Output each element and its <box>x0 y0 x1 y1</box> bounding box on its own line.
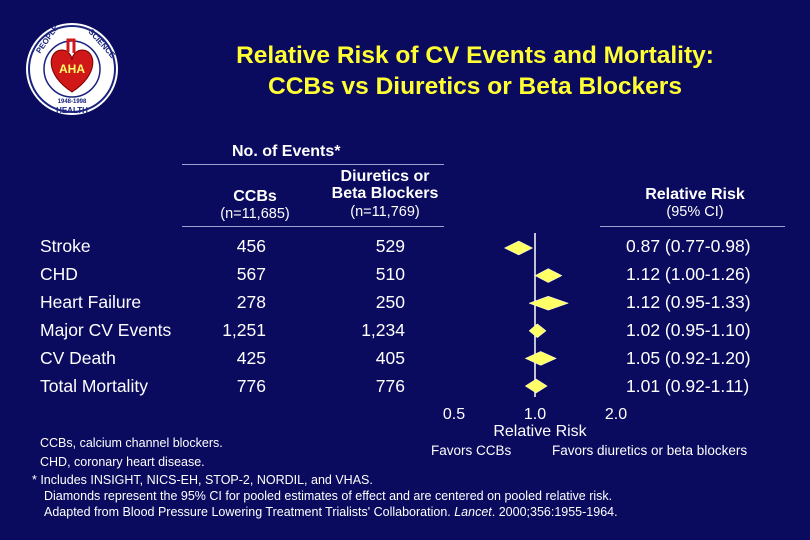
row-label-major-cv: Major CV Events <box>40 320 172 340</box>
rr-text-major-cv: 1.02 (0.95-1.10) <box>626 320 751 340</box>
rr-text-total-mortality: 1.01 (0.92-1.11) <box>626 376 750 396</box>
header-rule-rr <box>600 226 785 227</box>
x-tick-2.0: 2.0 <box>605 406 627 423</box>
col-div-n: (n=11,769) <box>350 204 420 220</box>
footnote-chd: CHD, coronary heart disease. <box>40 455 205 469</box>
logo-years: 1948-1998 <box>58 99 87 105</box>
footnote-source: Adapted from Blood Pressure Lowering Tre… <box>44 505 618 519</box>
footnote-source-pre: Adapted from Blood Pressure Lowering Tre… <box>44 505 455 519</box>
div-events-heart-failure: 250 <box>375 292 405 312</box>
ccb-events-major-cv: 1,251 <box>222 320 266 340</box>
header-rule-ccb-div <box>182 226 444 227</box>
x-tick-1.0: 1.0 <box>524 406 546 423</box>
title-line-1: Relative Risk of CV Events and Mortality… <box>236 42 714 69</box>
header-rule-top <box>182 164 444 165</box>
events-group-header: No. of Events* <box>232 143 341 160</box>
footnote-diamonds: Diamonds represent the 95% CI for pooled… <box>44 489 613 503</box>
diamond-heart-failure <box>528 295 570 311</box>
div-events-stroke: 529 <box>375 236 405 256</box>
row-label-cv-death: CV Death <box>40 348 116 368</box>
diamond-chd <box>534 268 563 283</box>
footnote-ccbs: CCBs, calcium channel blockers. <box>40 436 223 450</box>
div-events-chd: 510 <box>375 264 405 284</box>
col-ccb-n: (n=11,685) <box>220 206 290 222</box>
aha-logo: AHA PEOPLE SCIENCE HEALTH 1948-1998 <box>26 23 118 115</box>
footnote-source-post: . 2000;356:1955-1964. <box>491 505 618 519</box>
rr-text-heart-failure: 1.12 (0.95-1.33) <box>626 292 751 312</box>
x-tick-0.5: 0.5 <box>443 406 465 423</box>
logo-text-health: HEALTH <box>56 106 88 115</box>
title-line-2: CCBs vs Diuretics or Beta Blockers <box>268 73 682 100</box>
col-ccb-name: CCBs <box>233 188 277 205</box>
footnote-source-journal: Lancet <box>454 505 492 519</box>
col-div-name-1: Diuretics or <box>340 168 430 185</box>
div-events-cv-death: 405 <box>375 348 405 368</box>
rr-text-cv-death: 1.05 (0.92-1.20) <box>626 348 751 368</box>
x-axis-label: Relative Risk <box>493 423 587 440</box>
col-rr-name: Relative Risk <box>645 186 745 203</box>
diamond-stroke <box>503 240 534 256</box>
rr-text-stroke: 0.87 (0.77-0.98) <box>626 236 751 256</box>
col-rr-ci: (95% CI) <box>666 204 724 220</box>
footnote-includes: * Includes INSIGHT, NICS-EH, STOP-2, NOR… <box>32 473 373 487</box>
diamond-total-mortality <box>524 378 548 394</box>
ccb-events-total-mortality: 776 <box>236 376 266 396</box>
diamond-cv-death <box>524 351 557 366</box>
row-label-chd: CHD <box>40 264 78 284</box>
ccb-events-chd: 567 <box>236 264 266 284</box>
favors-ccbs-label: Favors CCBs <box>431 443 512 458</box>
rr-text-chd: 1.12 (1.00-1.26) <box>626 264 751 284</box>
row-label-total-mortality: Total Mortality <box>40 376 148 396</box>
div-events-major-cv: 1,234 <box>361 320 405 340</box>
col-div-name-2: Beta Blockers <box>331 185 439 202</box>
slide-title: Relative Risk of CV Events and Mortality… <box>150 40 800 102</box>
row-label-heart-failure: Heart Failure <box>40 292 142 312</box>
ccb-events-stroke: 456 <box>236 236 266 256</box>
div-events-total-mortality: 776 <box>375 376 405 396</box>
row-label-stroke: Stroke <box>40 236 91 256</box>
ccb-events-heart-failure: 278 <box>236 292 266 312</box>
logo-emblem-text: AHA <box>59 62 85 76</box>
favors-diuretics-label: Favors diuretics or beta blockers <box>552 443 748 458</box>
diamond-major-cv-events <box>528 323 547 339</box>
ccb-events-cv-death: 425 <box>236 348 266 368</box>
